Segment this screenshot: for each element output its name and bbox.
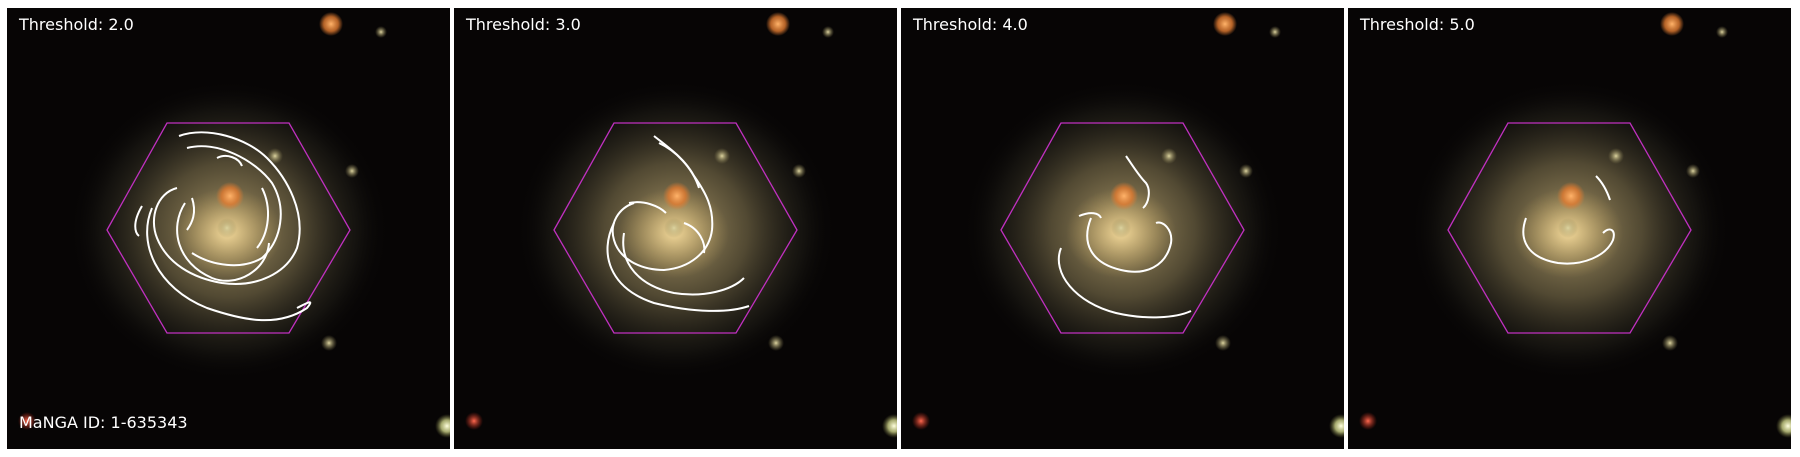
ifu-hexagon <box>553 122 798 334</box>
galaxy-image <box>1348 8 1791 449</box>
foreground-star <box>216 182 244 210</box>
contour-lines <box>1057 155 1192 319</box>
galaxy-panel-threshold-3: Threshold: 3.0 <box>454 8 897 449</box>
bright-star <box>319 12 343 36</box>
bright-star <box>1213 12 1237 36</box>
ifu-hexagon <box>1000 122 1245 334</box>
foreground-star <box>663 182 691 210</box>
threshold-label: Threshold: 5.0 <box>1360 15 1475 34</box>
foreground-star <box>1557 182 1585 210</box>
galaxy-panel-threshold-4: Threshold: 4.0 <box>901 8 1344 449</box>
contour-lines <box>134 131 312 322</box>
contour-lines <box>606 135 750 312</box>
galaxy-image <box>454 8 897 449</box>
galaxy-panel-threshold-5: Threshold: 5.0 <box>1348 8 1791 449</box>
bright-star <box>766 12 790 36</box>
bright-star <box>1660 12 1684 36</box>
contour-lines <box>1522 175 1615 265</box>
threshold-label: Threshold: 4.0 <box>913 15 1028 34</box>
threshold-label: Threshold: 2.0 <box>19 15 134 34</box>
threshold-label: Threshold: 3.0 <box>466 15 581 34</box>
manga-id-label: MaNGA ID: 1-635343 <box>19 413 188 432</box>
ifu-hexagon <box>106 122 351 334</box>
ifu-hexagon <box>1447 122 1692 334</box>
galaxy-panel-threshold-2: Threshold: 2.0 MaNGA ID: 1-635343 <box>7 8 450 449</box>
galaxy-image <box>901 8 1344 449</box>
galaxy-image <box>7 8 450 449</box>
foreground-star <box>1110 182 1138 210</box>
